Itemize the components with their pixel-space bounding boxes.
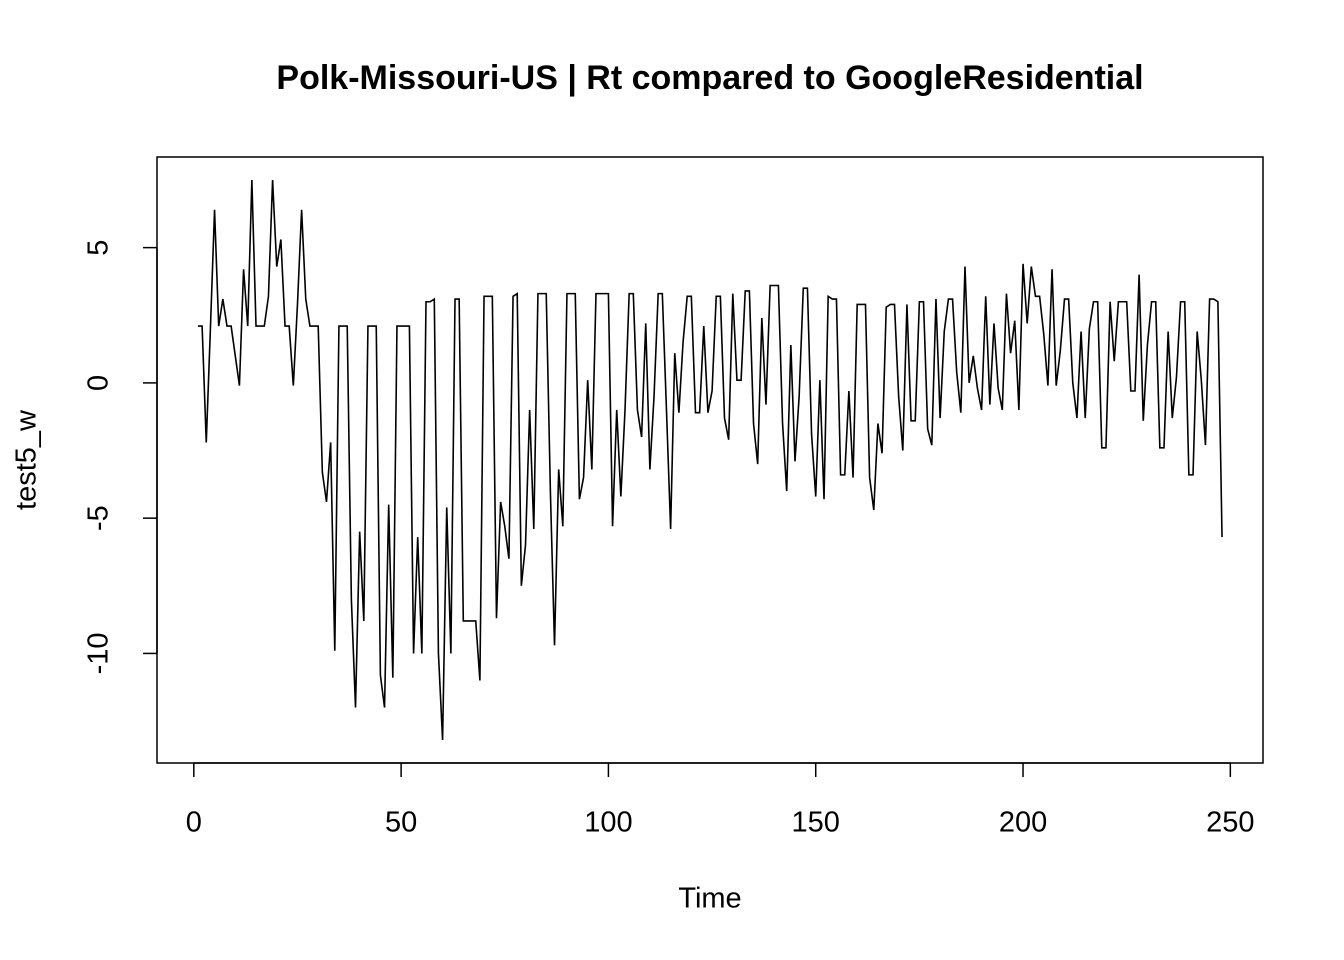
y-axis-label: test5_w (11, 409, 43, 510)
x-axis-label: Time (678, 883, 741, 915)
plot-box (156, 156, 1264, 764)
x-tick-label: 150 (792, 807, 840, 839)
y-tick-label: 0 (83, 375, 115, 391)
x-tick-label: 50 (385, 807, 417, 839)
chart-title: Polk-Missouri-US | Rt compared to Google… (276, 59, 1143, 97)
x-tick-label: 0 (186, 807, 202, 839)
x-tick-label: 200 (999, 807, 1047, 839)
y-tick-label: -5 (83, 505, 115, 531)
data-line (197, 179, 1223, 741)
x-tick-label: 100 (584, 807, 632, 839)
y-tick-label: -10 (83, 632, 115, 674)
y-tick-label: 5 (83, 240, 115, 256)
x-tick-label: 250 (1206, 807, 1254, 839)
